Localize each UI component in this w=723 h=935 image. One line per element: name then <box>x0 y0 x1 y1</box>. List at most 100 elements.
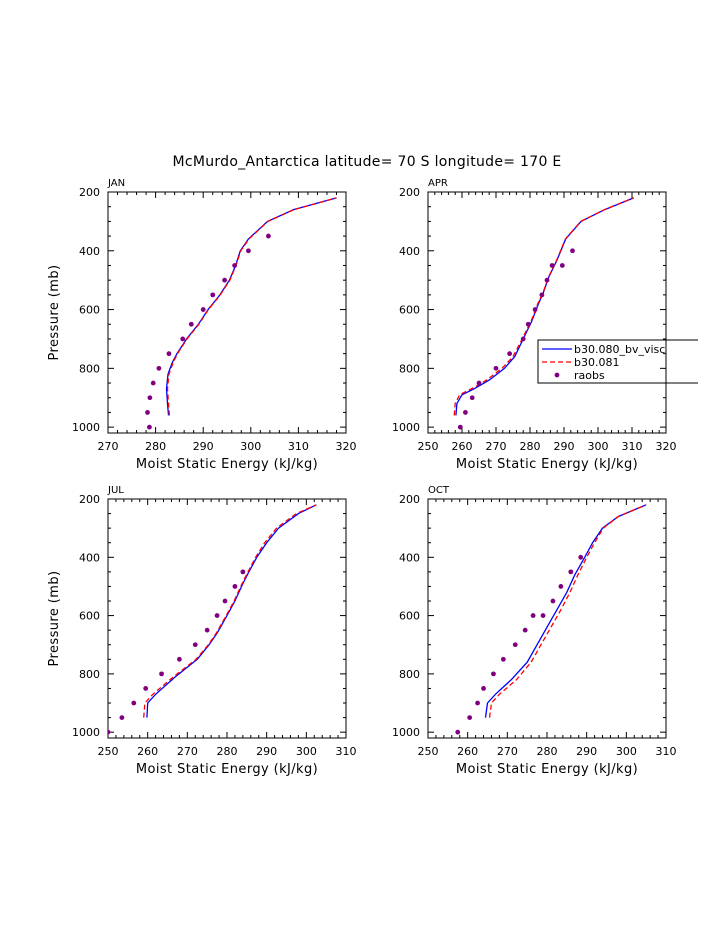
legend-entry: b30.081 <box>574 356 619 369</box>
raobs-point <box>525 321 531 327</box>
raobs-point <box>578 554 584 560</box>
x-tick-label: 290 <box>193 440 214 453</box>
legend-frame <box>537 339 698 384</box>
raobs-point <box>266 233 271 239</box>
panel-label: OCT <box>428 485 450 496</box>
raobs-point <box>540 613 546 618</box>
raobs-point <box>457 424 463 430</box>
raobs-point <box>188 321 194 327</box>
x-axis-title: Moist Static Energy (kJ/kg) <box>456 457 638 472</box>
b30-081-line <box>166 197 337 416</box>
raobs-point <box>544 277 550 283</box>
x-tick-label: 310 <box>656 745 677 758</box>
raobs-point <box>232 263 238 268</box>
x-tick-label: 310 <box>336 745 357 758</box>
x-tick-label: 260 <box>137 745 158 758</box>
x-tick-label: 300 <box>616 745 637 758</box>
raobs-point <box>143 686 149 691</box>
raobs-point <box>532 307 538 312</box>
raobs-point <box>200 307 206 312</box>
raobs-point <box>522 627 528 633</box>
raobs-point <box>539 292 545 298</box>
raobs-point <box>156 365 162 371</box>
raobs-point <box>108 729 111 735</box>
x-tick-label: 280 <box>537 745 558 758</box>
raobs-point <box>180 336 186 342</box>
series-group <box>453 197 634 430</box>
plot-frame <box>107 498 347 739</box>
x-tick-label: 300 <box>240 440 261 453</box>
y-tick-label: 200 <box>79 186 100 199</box>
x-tick-label: 260 <box>452 440 473 453</box>
raobs-point <box>476 380 482 386</box>
x-tick-label: 300 <box>588 440 609 453</box>
raobs-point <box>500 656 506 662</box>
raobs-point <box>512 642 518 648</box>
y-tick-label: 600 <box>399 610 420 623</box>
raobs-point <box>475 700 480 706</box>
y-tick-label: 400 <box>399 245 420 258</box>
plot-frame <box>427 498 667 739</box>
raobs-point <box>568 569 574 575</box>
raobs-point <box>559 263 565 268</box>
y-tick-label: 400 <box>79 551 100 564</box>
raobs-point <box>493 365 499 371</box>
raobs-point <box>204 627 210 633</box>
raobs-point <box>210 292 216 298</box>
raobs-point <box>481 686 486 691</box>
series-group <box>145 197 337 430</box>
y-tick-label: 400 <box>399 551 420 564</box>
raobs-point <box>159 671 164 677</box>
raobs-point <box>467 715 473 720</box>
panel-oct: OCT 250 260 270 280 290 300 310 200 400 600 800 1000… <box>392 485 677 777</box>
x-tick-label: 270 <box>98 440 119 453</box>
raobs-point <box>131 700 137 706</box>
raobs-point <box>549 263 555 268</box>
x-tick-label: 320 <box>656 440 677 453</box>
y-tick-label: 200 <box>399 493 420 506</box>
y-tick-label: 400 <box>79 245 100 258</box>
b30-081-line <box>143 504 317 718</box>
y-tick-label: 600 <box>79 304 100 317</box>
x-tick-label: 250 <box>98 745 119 758</box>
b30-080-line <box>146 504 317 718</box>
raobs-point <box>192 642 198 648</box>
x-tick-label: 270 <box>486 440 507 453</box>
x-tick-label: 310 <box>288 440 309 453</box>
raobs-point <box>507 351 512 357</box>
panel-label: JUL <box>107 485 124 496</box>
x-tick-label: 270 <box>177 745 198 758</box>
raobs-point <box>570 248 575 254</box>
raobs-point <box>222 277 228 283</box>
b30-081-line <box>488 504 647 718</box>
y-tick-label: 800 <box>399 668 420 681</box>
y-tick-label: 600 <box>399 304 420 317</box>
legend-entry: b30.080_bv_visc <box>574 343 665 356</box>
series-group <box>455 504 647 735</box>
panel-jul: JUL 250 260 270 280 290 300 310 200 400 600 800 1000… <box>47 485 357 777</box>
raobs-point <box>246 248 251 254</box>
series-group <box>108 504 317 735</box>
x-tick-label: 280 <box>217 745 238 758</box>
x-tick-label: 250 <box>418 745 439 758</box>
x-axis-title: Moist Static Energy (kJ/kg) <box>456 762 638 777</box>
plot-frame <box>427 191 667 434</box>
raobs-point <box>550 598 556 604</box>
panel-jan: JAN 270 280 290 300 310 320 200 400 600 800 1000 Moi… <box>47 178 357 472</box>
raobs-point <box>222 598 228 604</box>
x-axis-title: Moist Static Energy (kJ/kg) <box>136 457 318 472</box>
figure-title: McMurdo_Antarctica latitude= 70 S longit… <box>172 154 561 170</box>
raobs-point <box>214 613 220 618</box>
x-tick-label: 280 <box>520 440 541 453</box>
raobs-point <box>491 671 496 677</box>
x-tick-label: 290 <box>576 745 597 758</box>
panel-apr: APR 250 260 270 280 290 300 310 320 200 400 600 800 1… <box>392 178 677 472</box>
raobs-point <box>469 395 475 401</box>
raobs-point <box>166 351 172 357</box>
y-tick-label: 800 <box>79 362 100 375</box>
legend-marker-swatch <box>554 372 560 378</box>
y-tick-label: 200 <box>79 493 100 506</box>
raobs-point <box>147 395 153 401</box>
